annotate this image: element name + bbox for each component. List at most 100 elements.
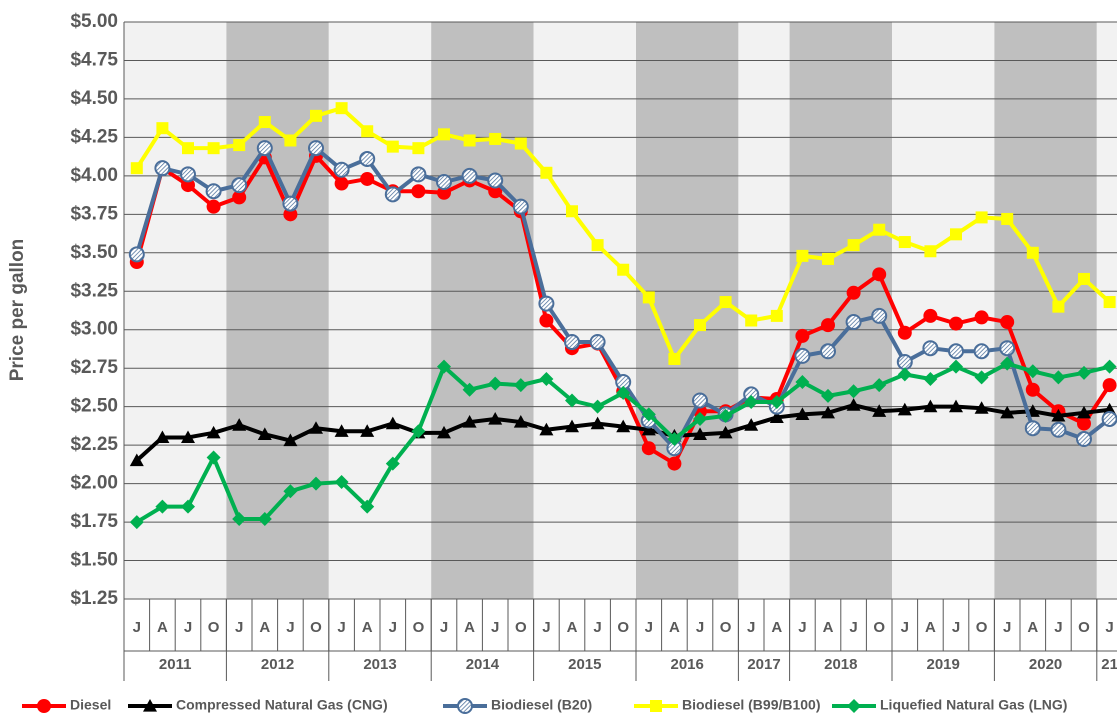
marker [650,700,662,712]
marker [1078,272,1090,285]
y-tick-label: $2.00 [70,473,118,494]
marker [1052,300,1065,313]
marker [309,476,323,491]
marker [1051,370,1066,385]
marker [923,371,938,386]
marker [1102,359,1117,374]
legend: Diesel Compressed Natural Gas (CNG) Biodie… [22,697,1067,714]
marker [692,392,708,409]
marker [257,427,272,440]
marker [641,422,656,436]
marker [513,378,528,393]
x-tick-label: O [976,619,988,636]
x-tick-label: A [669,619,680,636]
x-tick-label: J [440,619,448,636]
marker [745,314,758,327]
marker [385,416,400,430]
marker [974,370,989,385]
year-band [226,22,329,599]
marker [641,441,656,456]
marker [1077,416,1091,431]
marker [795,328,810,343]
marker [233,139,246,152]
legend-label: Diesel [70,697,111,713]
marker [386,140,399,153]
y-tick-label: $2.25 [70,434,118,455]
year-band [892,22,995,599]
marker [974,401,989,414]
x-tick-label: J [901,619,909,636]
marker [999,340,1016,357]
marker [283,484,298,499]
marker [846,398,861,411]
marker [1001,212,1014,225]
marker [949,316,963,331]
marker [1103,296,1116,309]
marker [1026,246,1039,259]
marker [437,359,451,374]
marker [384,186,401,203]
marker [1077,365,1091,380]
marker [437,185,451,200]
marker [718,425,733,439]
year-label: 2012 [261,656,294,673]
x-tick-label: J [645,619,653,636]
marker [359,150,376,167]
marker [846,285,861,300]
marker [283,207,298,222]
marker [205,183,222,200]
marker [847,239,860,252]
marker [256,140,273,157]
marker [591,239,604,252]
marker [897,325,912,340]
y-tick-label: $3.75 [70,203,118,224]
marker [973,343,990,360]
marker [232,418,247,431]
marker [154,160,171,177]
x-tick-label: J [747,619,755,636]
marker [37,699,51,713]
marker [457,698,473,714]
x-tick-label: A [362,619,373,636]
x-tick-label: A [259,619,270,636]
x-tick-label: J [337,619,345,636]
x-tick-label: J [798,619,806,636]
marker [514,137,527,150]
marker [589,334,606,351]
year-label: 2019 [927,656,960,673]
x-tick-label: J [952,619,960,636]
marker [642,291,655,304]
x-tick-label: O [515,619,527,636]
marker [308,140,324,157]
marker [616,419,631,433]
x-tick-label: O [1078,619,1090,636]
year-band [431,22,534,599]
marker [974,310,989,325]
marker [794,347,811,364]
y-tick-label: $2.75 [70,357,118,378]
marker [206,450,221,465]
marker [821,388,835,403]
marker [487,172,504,189]
marker [258,116,271,129]
y-tick-label: $4.50 [70,88,118,109]
marker [897,402,912,416]
marker [129,515,144,530]
marker [410,166,427,183]
marker [896,354,913,371]
marker [872,378,887,393]
marker [181,178,195,193]
year-label: 2015 [568,656,601,673]
x-tick-label: J [286,619,294,636]
marker [1000,356,1015,371]
marker [822,252,834,265]
y-tick-label: $3.25 [70,280,118,301]
marker [566,205,578,218]
marker [461,167,478,184]
x-tick-label: O [310,619,322,636]
marker [156,122,169,135]
marker [975,211,988,224]
marker [1024,420,1041,437]
marker [770,309,783,322]
marker [282,195,299,212]
